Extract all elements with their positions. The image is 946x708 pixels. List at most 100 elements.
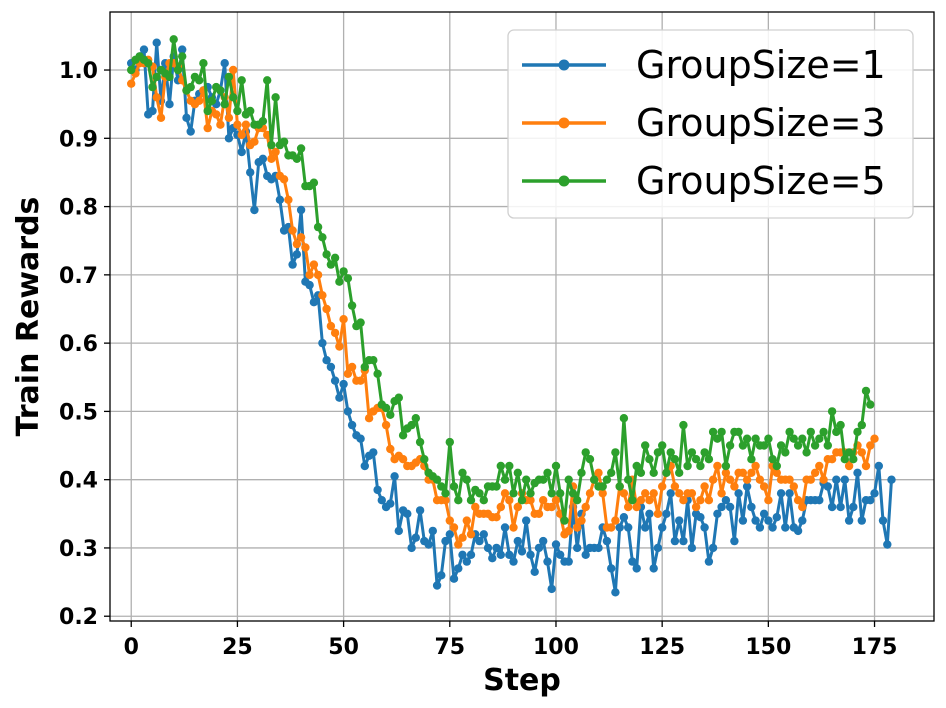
data-point	[411, 414, 420, 423]
data-point	[725, 441, 735, 450]
data-point	[577, 468, 586, 477]
data-point	[496, 502, 505, 512]
data-point	[313, 222, 323, 232]
data-point	[717, 427, 726, 437]
data-point	[330, 376, 340, 385]
data-point	[594, 543, 603, 553]
data-point	[271, 93, 280, 102]
data-point	[675, 489, 684, 498]
data-point	[653, 509, 663, 518]
data-point	[347, 420, 357, 430]
data-point	[836, 502, 845, 512]
data-point	[823, 482, 832, 491]
data-point	[755, 523, 765, 532]
data-point	[687, 448, 697, 457]
data-point	[386, 410, 395, 419]
data-point	[488, 554, 497, 563]
data-point	[258, 154, 268, 163]
data-point	[725, 502, 735, 512]
data-point	[449, 574, 459, 583]
data-point	[619, 489, 629, 498]
data-point	[568, 489, 578, 498]
data-point	[386, 444, 395, 454]
x-tick-label: 0	[124, 635, 139, 660]
data-point	[645, 496, 654, 505]
data-point	[653, 448, 663, 457]
data-point	[539, 536, 548, 546]
data-point	[776, 441, 786, 450]
data-point	[857, 448, 866, 457]
data-point	[815, 461, 824, 471]
data-point	[734, 427, 743, 437]
data-point	[441, 489, 450, 498]
data-point	[343, 274, 353, 283]
data-point	[424, 540, 433, 549]
data-point	[793, 526, 803, 536]
data-point	[815, 496, 824, 505]
data-point	[704, 557, 714, 566]
data-point	[339, 267, 348, 276]
data-point	[853, 427, 862, 437]
data-point	[220, 59, 229, 68]
data-point	[798, 502, 807, 512]
data-point	[696, 513, 705, 522]
data-point	[823, 441, 832, 450]
data-point	[437, 571, 446, 580]
data-point	[237, 130, 246, 140]
data-point	[747, 455, 756, 464]
data-point	[883, 540, 892, 549]
data-point	[772, 461, 781, 471]
data-point	[458, 468, 467, 477]
data-point	[445, 516, 454, 525]
data-point	[662, 509, 671, 518]
data-point	[649, 468, 658, 477]
data-point	[819, 475, 828, 484]
data-point	[526, 550, 535, 559]
data-point	[658, 482, 667, 491]
data-point	[322, 304, 331, 314]
data-point	[335, 393, 344, 402]
y-tick-label: 0.6	[59, 332, 98, 357]
data-point	[602, 475, 612, 484]
data-point	[573, 543, 582, 553]
data-point	[534, 543, 544, 553]
data-point	[675, 516, 684, 525]
x-axis-title: Step	[483, 663, 561, 698]
data-point	[284, 195, 293, 204]
data-point	[607, 468, 616, 477]
data-point	[624, 475, 633, 484]
data-point	[229, 93, 238, 102]
x-tick-label: 175	[852, 635, 898, 660]
data-point	[751, 434, 760, 443]
data-point	[564, 475, 573, 484]
data-point	[708, 543, 718, 553]
y-axis-ticks: 0.2 0.3 0.4 0.5 0.6 0.7 0.8 0.9 1.0	[59, 59, 110, 630]
data-point	[857, 516, 866, 525]
data-point	[793, 496, 803, 505]
data-point	[250, 205, 259, 215]
data-point	[322, 356, 331, 365]
data-point	[806, 427, 815, 437]
data-point	[704, 455, 714, 464]
data-point	[466, 550, 476, 559]
data-point	[229, 65, 238, 75]
data-point	[144, 59, 153, 68]
data-point	[747, 502, 756, 512]
data-point	[377, 496, 386, 505]
data-point	[509, 489, 518, 498]
series-layer	[127, 35, 896, 597]
data-point	[258, 117, 268, 126]
data-point	[449, 482, 459, 491]
data-point	[708, 427, 718, 437]
data-point	[624, 523, 633, 532]
data-point	[169, 35, 178, 44]
x-tick-label: 125	[639, 635, 685, 660]
data-point	[343, 369, 353, 378]
data-point	[866, 400, 875, 409]
data-point	[156, 113, 166, 123]
data-point	[199, 59, 208, 68]
data-point	[522, 475, 531, 484]
data-point	[330, 328, 340, 338]
